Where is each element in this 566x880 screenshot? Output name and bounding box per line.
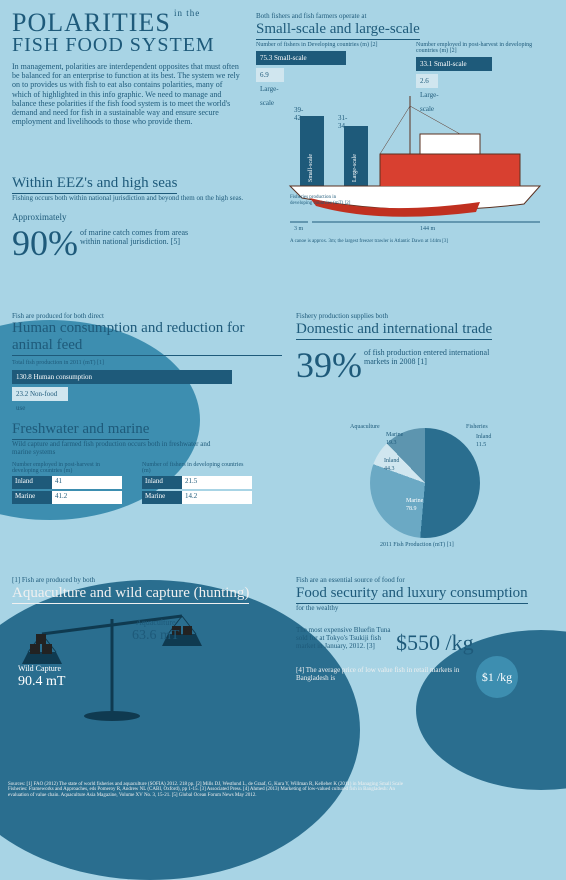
svg-text:3 m: 3 m [294,226,304,232]
bar-ls1: 6.9 Large-scale [256,68,284,82]
fs-price1: $550 /kg [396,630,474,656]
svg-text:developing countries (mT) [2]: developing countries (mT) [2] [290,201,351,206]
hc-pre: Fish are produced for both direct [12,312,282,320]
svg-text:Large-scale: Large-scale [352,154,358,182]
section-humanconsumption: Fish are produced for both direct Human … [12,312,282,401]
pie-caption: 2011 Fish Production (mT) [1] [380,542,550,548]
scale-pre: Both fishers and fish farmers operate at [256,12,556,20]
fs-note2: [4] The average price of low value fish … [296,666,466,682]
fm-title: Freshwater and marine [12,421,149,440]
title-in: in the [171,8,201,18]
fs-price2: $1 /kg [476,656,518,698]
fs-sub: for the wealthy [296,604,556,612]
section-scale: Both fishers and fish farmers operate at… [256,12,556,88]
fm-sub: Wild capture and farmed fish production … [12,440,212,456]
ship-illustration: 39-42 Small-scale 31-34 Large-scale Fish… [280,86,550,246]
section-freshmarine: Freshwater and marine Wild capture and f… [12,420,292,504]
hc-bar2: 23.2 Non-food use [12,387,68,401]
aq-title: Aquaculture and wild capture (hunting) [12,585,249,604]
scale-title: Small-scale and large-scale [256,21,420,40]
title-sub: FISH FOOD SYSTEM [12,34,215,57]
hc-bar1: 130.8 Human consumption [12,370,232,384]
title-main: POLARITIES [12,8,171,37]
fs-title: Food security and luxury consumption [296,585,528,604]
svg-text:34: 34 [338,122,346,130]
aq-pre: [1] Fish are produced by both [12,576,282,584]
bar-ss1: 75.3 Small-scale [256,51,346,65]
eez-desc: of marine catch comes from areas within … [80,228,210,246]
section-pie: Marine 78.9 Inland 44.3 Aquaculture Mari… [310,428,550,548]
svg-text:144 m: 144 m [420,226,436,232]
hc-chartlabel: Total fish production in 2011 (mT) [1] [12,360,282,366]
section-aquaculture: [1] Fish are produced by both Aquacultur… [12,576,282,729]
svg-text:Fisheries production in: Fisheries production in [290,195,337,200]
fm-l2: Number of fishers in developing countrie… [142,462,252,474]
svg-text:Small-scale: Small-scale [308,154,314,182]
page-title: POLARITIES in the FISH FOOD SYSTEM [12,8,215,57]
eez-value: 90% [12,222,78,264]
section-foodsecurity: Fish are an essential source of food for… [296,576,556,682]
trade-value: 39% [296,344,362,386]
eez-title: Within EEZ's and high seas [12,175,177,194]
trade-title: Domestic and international trade [296,321,492,340]
fs-note1: The most expensive Bluefin Tuna sold for… [296,626,396,650]
section-trade: Fishery production supplies both Domesti… [296,312,556,386]
svg-text:31-: 31- [338,114,348,122]
eez-sub: Fishing occurs both within national juri… [12,194,252,202]
scale-l1: Number of fishers in Developing countrie… [256,42,386,48]
svg-text:A canoe is approx. 3m; the lar: A canoe is approx. 3m; the largest freez… [290,239,448,244]
bar-ss2: 33.1 Small-scale [416,57,492,71]
fs-pre: Fish are an essential source of food for [296,576,556,584]
intro-text: In management, polarities are interdepen… [12,62,242,126]
svg-text:42: 42 [294,114,302,122]
section-eez: Within EEZ's and high seas Fishing occur… [12,174,252,264]
hc-title: Human consumption and reduction for anim… [12,320,282,356]
trade-desc: of fish production entered international… [364,348,504,366]
fm-l1: Number employed in post-harvest in devel… [12,462,122,474]
scale-l2: Number employed in post-harvest in devel… [416,42,546,54]
trade-pre: Fishery production supplies both [296,312,556,320]
sources-footer: Sources: [1] FAO (2012) The state of wor… [8,782,408,799]
svg-text:39-: 39- [294,106,304,114]
